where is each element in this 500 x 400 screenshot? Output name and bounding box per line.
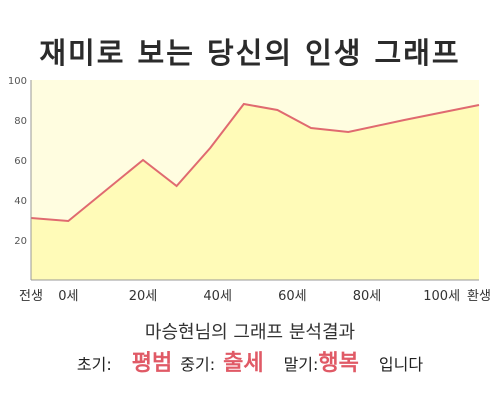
- x-tick-label: 20세: [129, 289, 158, 304]
- late-label: 말기:: [283, 355, 319, 374]
- early-value: 평범: [131, 351, 173, 376]
- mid-value: 출세: [223, 351, 264, 376]
- mid-label: 중기:: [180, 355, 216, 374]
- x-tick-label: 80세: [353, 289, 382, 304]
- y-tick-label: 100: [8, 76, 27, 87]
- ending-text: 입니다: [378, 355, 424, 374]
- life-area-fill: [31, 104, 479, 280]
- life-line: [30, 102, 480, 223]
- y-tick-label: 80: [14, 116, 27, 127]
- x-tick-label: 40세: [203, 289, 232, 304]
- x-tick-label: 전생: [19, 289, 43, 304]
- x-tick-label: 60세: [278, 289, 307, 304]
- analysis-result: 초기: 평범 중기: 출세 말기:행복 입니다: [0, 345, 500, 377]
- y-tick-label: 20: [14, 236, 27, 247]
- y-tick-label: 40: [14, 196, 27, 207]
- x-tick-label: 환생: [467, 289, 491, 304]
- late-value: 행복: [318, 351, 359, 376]
- x-tick-label: 100세: [423, 289, 460, 304]
- early-label: 초기:: [76, 355, 112, 374]
- chart-title: 재미로 보는 당신의 인생 그래프: [39, 36, 461, 70]
- analysis-summary: 마승현님의 그래프 분석결과: [144, 322, 356, 343]
- y-tick-label: 60: [14, 156, 27, 167]
- x-tick-label: 0세: [58, 289, 78, 304]
